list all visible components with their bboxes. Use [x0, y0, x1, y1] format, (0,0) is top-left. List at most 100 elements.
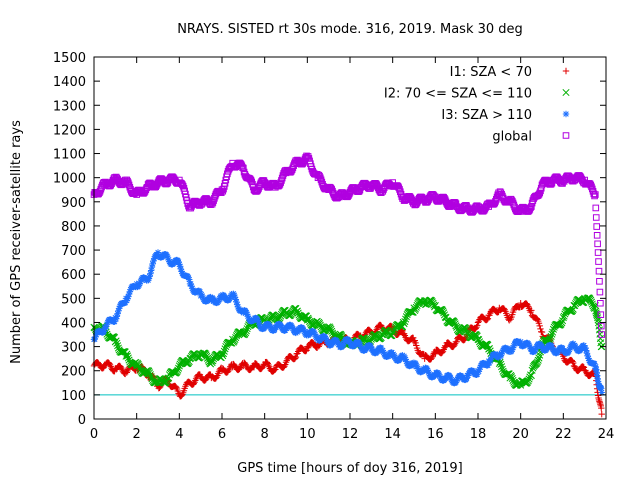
- data-point-fill: [475, 336, 483, 344]
- data-point: [410, 338, 418, 345]
- data-point-fill: [486, 359, 493, 367]
- data-point-fill: [594, 240, 601, 248]
- legend-label: I3: SZA > 110: [441, 108, 532, 123]
- data-point-fill: [259, 362, 267, 370]
- data-point-fill: [198, 291, 205, 298]
- y-tick-label: 100: [61, 389, 86, 404]
- data-point: [453, 338, 460, 345]
- data-point-fill: [275, 182, 283, 189]
- data-point-fill: [571, 342, 578, 349]
- y-tick-label: 0: [78, 413, 86, 428]
- data-point-fill: [287, 168, 294, 176]
- data-point-fill: [524, 208, 532, 215]
- data-point: [592, 191, 599, 198]
- data-point: [528, 345, 535, 353]
- data-point-fill: [402, 356, 409, 363]
- legend-marker: [562, 88, 570, 97]
- data-point-fill: [188, 282, 195, 290]
- data-point-fill: [537, 184, 545, 192]
- data-point-fill: [189, 285, 196, 292]
- data-point-fill: [289, 325, 297, 332]
- data-point-fill: [134, 360, 142, 368]
- data-point-fill: [124, 179, 132, 187]
- x-tick-label: 16: [427, 427, 444, 442]
- data-point-fill: [174, 366, 182, 374]
- data-point-fill: [498, 363, 506, 371]
- data-point-fill: [410, 334, 417, 342]
- data-point-fill: [438, 349, 446, 356]
- data-point-fill: [435, 371, 443, 379]
- data-point-fill: [585, 355, 592, 362]
- data-point-fill: [113, 313, 121, 320]
- data-point-fill: [178, 268, 185, 275]
- data-point-fill: [544, 179, 552, 186]
- series-4: [90, 152, 606, 338]
- data-point-fill: [232, 296, 239, 303]
- data-point-fill: [115, 307, 122, 315]
- data-point-fill: [160, 177, 167, 185]
- data-point-fill: [424, 367, 431, 374]
- data-point: [165, 256, 172, 263]
- data-point-fill: [536, 189, 544, 197]
- data-point-fill: [217, 189, 225, 197]
- data-point-fill: [592, 214, 600, 221]
- data-point-fill: [149, 260, 156, 268]
- data-point-fill: [256, 322, 264, 330]
- data-point: [474, 319, 482, 326]
- data-point-fill: [244, 313, 252, 320]
- legend-marker: [562, 67, 570, 75]
- data-point-fill: [146, 371, 154, 379]
- data-point-fill: [113, 339, 121, 347]
- legend-label: global: [492, 130, 532, 145]
- data-point-fill: [256, 321, 263, 328]
- data-point-fill: [389, 329, 397, 337]
- data-point-fill: [123, 352, 132, 360]
- data-point-fill: [117, 363, 124, 371]
- x-tick-label: 8: [261, 427, 269, 442]
- data-point-fill: [485, 344, 493, 353]
- data-point-fill: [144, 277, 152, 284]
- data-point-fill: [596, 278, 603, 285]
- data-point-fill: [301, 328, 308, 335]
- data-point-fill: [91, 335, 98, 343]
- data-point-fill: [196, 288, 204, 295]
- data-point-fill: [548, 343, 556, 351]
- data-point-fill: [293, 307, 301, 315]
- data-point-fill: [127, 286, 134, 293]
- data-point-fill: [184, 200, 192, 207]
- data-point-fill: [179, 182, 187, 190]
- data-point-fill: [230, 337, 238, 345]
- data-point-fill: [412, 303, 420, 311]
- data-point-fill: [547, 332, 555, 340]
- data-point-fill: [428, 355, 435, 362]
- data-point-fill: [199, 294, 207, 301]
- data-point-fill: [187, 280, 194, 288]
- data-point-fill: [106, 360, 113, 367]
- data-point-fill: [401, 354, 409, 361]
- data-point-fill: [340, 339, 348, 347]
- data-point-fill: [233, 298, 240, 306]
- data-point-fill: [486, 357, 494, 365]
- data-point-fill: [247, 176, 255, 184]
- data-point-fill: [186, 276, 193, 283]
- data-point-fill: [135, 281, 143, 289]
- data-point-fill: [498, 350, 505, 357]
- data-point-fill: [278, 177, 285, 184]
- data-point-fill: [231, 293, 239, 301]
- data-point-fill: [464, 372, 472, 379]
- data-point-fill: [125, 290, 133, 298]
- data-point-fill: [463, 326, 471, 334]
- data-point-fill: [114, 310, 121, 317]
- data-point-fill: [534, 316, 541, 323]
- data-point-fill: [378, 344, 385, 352]
- data-point-fill: [215, 296, 223, 304]
- data-point-fill: [463, 375, 470, 382]
- data-point-fill: [579, 363, 587, 370]
- data-point-fill: [302, 153, 310, 161]
- y-tick-label: 700: [61, 244, 86, 259]
- data-point-fill: [311, 331, 319, 338]
- data-point-fill: [439, 307, 447, 315]
- data-point: [346, 338, 354, 345]
- data-point-fill: [339, 341, 347, 348]
- data-point-fill: [587, 181, 595, 189]
